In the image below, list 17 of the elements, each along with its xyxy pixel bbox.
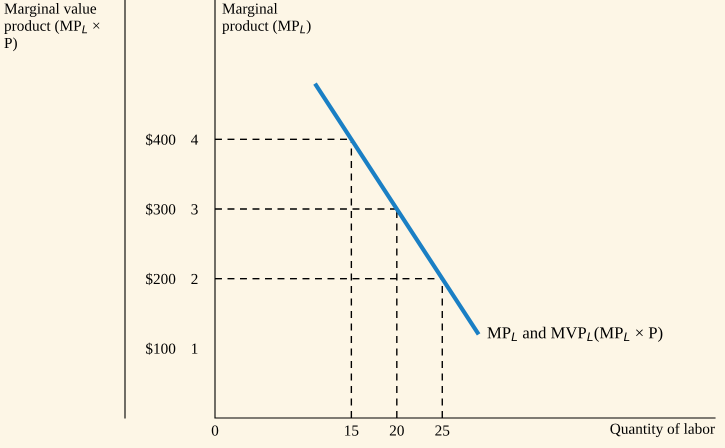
y-axis-title: Marginal product (MP$_{L}$) xyxy=(222,3,311,34)
y2-tick-label: $400 xyxy=(146,134,176,146)
line-series xyxy=(312,82,481,336)
y2-tick-label: $300 xyxy=(146,203,176,216)
x-tick-label: 20 xyxy=(390,425,404,436)
y-tick-label: 2 xyxy=(191,274,198,284)
y2-tick-label: $200 xyxy=(146,272,176,286)
text: Marginal value product (MP$_{L}$ × P) xyxy=(4,3,100,52)
x-tick-label: 15 xyxy=(345,425,358,436)
x-axis-title: Quantity of labor xyxy=(610,423,715,438)
y-tick-label: 3 xyxy=(191,204,198,214)
x-tick-label: 0 xyxy=(212,425,218,436)
y-tick-label: 4 xyxy=(190,134,198,145)
y-tick-label: 1 xyxy=(192,344,198,354)
series-label: MP$_{L}$ and MVP$_{L}$(MP$_{L}$ × P) xyxy=(487,326,662,342)
x-tick-label: 25 xyxy=(435,425,450,436)
y2-tick-label: $100 xyxy=(146,342,176,355)
